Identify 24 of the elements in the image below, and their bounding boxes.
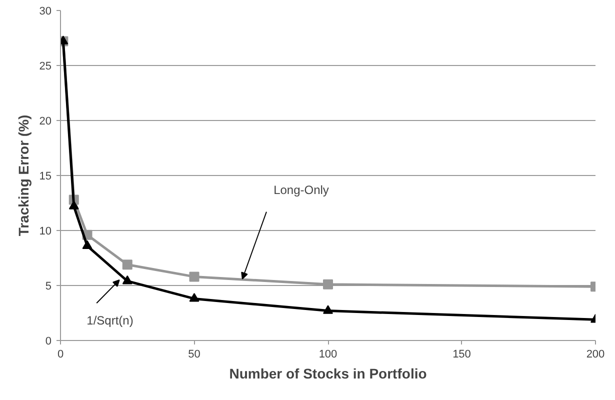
- y-tick-label: 30: [39, 6, 52, 18]
- x-axis-title: Number of Stocks in Portfolio: [229, 366, 427, 382]
- point: [323, 279, 333, 290]
- point: [82, 240, 92, 249]
- point: [122, 275, 132, 284]
- point: [122, 260, 132, 270]
- x-tick-label: 150: [452, 348, 471, 360]
- point: [189, 272, 200, 282]
- y-tick-label: 0: [45, 336, 52, 348]
- y-tick-label: 20: [39, 116, 52, 128]
- y-tick-label: 10: [39, 226, 52, 238]
- y-tick-label: 25: [39, 60, 52, 72]
- annotation: 1/Sqrt(n): [86, 314, 134, 328]
- y-tick-label: 5: [45, 280, 52, 292]
- x-tick-label: 0: [57, 348, 64, 360]
- y-axis-title: Tracking Error (%): [15, 114, 32, 236]
- point: [189, 293, 200, 302]
- annotation: Long-Only: [274, 182, 329, 197]
- point: [323, 305, 333, 314]
- x-tick-label: 100: [318, 348, 338, 360]
- x-tick-label: 200: [586, 348, 605, 360]
- x-tick-label: 50: [188, 348, 200, 360]
- y-tick-label: 15: [39, 170, 52, 182]
- point: [68, 200, 79, 210]
